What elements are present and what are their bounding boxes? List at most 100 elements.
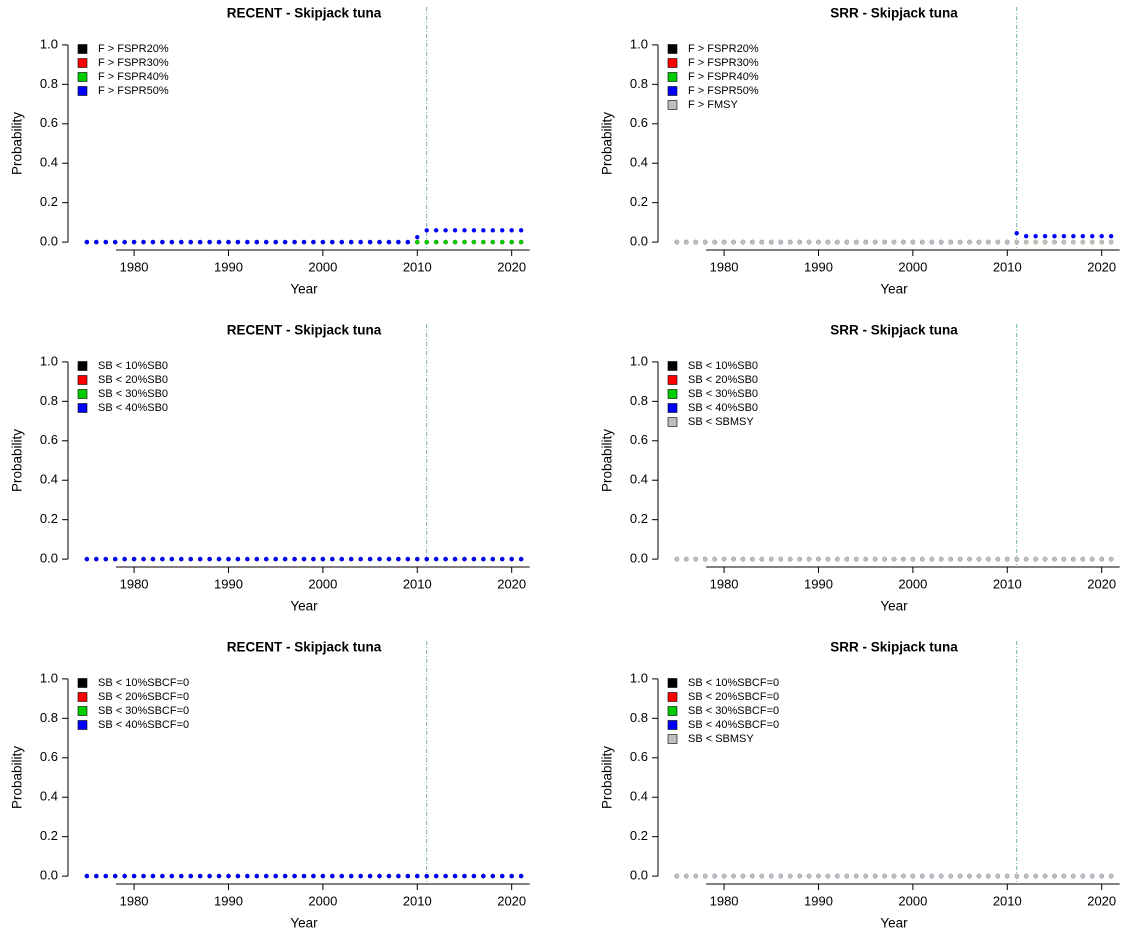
data-point xyxy=(750,873,755,879)
data-point xyxy=(901,239,906,245)
y-tick-label: 0.4 xyxy=(40,789,58,804)
y-tick-label: 0.4 xyxy=(630,155,648,170)
data-point xyxy=(311,873,316,879)
data-point xyxy=(396,556,401,562)
data-point xyxy=(188,873,193,879)
y-tick-label: 0.4 xyxy=(630,789,648,804)
data-point xyxy=(518,873,524,879)
y-tick-label: 0.6 xyxy=(40,749,58,764)
data-point xyxy=(891,873,897,879)
data-point xyxy=(901,556,906,562)
data-point xyxy=(113,556,118,562)
data-point xyxy=(957,556,963,562)
legend-swatch xyxy=(77,58,88,68)
data-point xyxy=(967,873,972,879)
data-point xyxy=(169,556,175,562)
data-point xyxy=(1099,233,1104,239)
data-point xyxy=(462,556,467,562)
legend-swatch xyxy=(77,692,88,702)
data-point xyxy=(339,873,344,879)
data-point xyxy=(1061,239,1067,245)
legend-swatch xyxy=(667,86,678,96)
data-point xyxy=(986,556,991,562)
data-point xyxy=(1099,873,1104,879)
y-axis-label: Probability xyxy=(10,112,25,175)
data-point xyxy=(122,556,127,562)
data-point xyxy=(920,556,925,562)
data-point xyxy=(1042,239,1048,245)
data-point xyxy=(750,556,755,562)
data-point xyxy=(995,873,1001,879)
data-point xyxy=(500,228,505,233)
data-point xyxy=(976,556,982,562)
data-point xyxy=(188,556,193,562)
data-point xyxy=(920,873,925,879)
data-point xyxy=(806,556,812,562)
data-point xyxy=(490,873,495,879)
legend-label: F > FSPR20% xyxy=(98,43,169,55)
data-point xyxy=(986,873,991,879)
legend-swatch xyxy=(667,100,678,110)
legend-label: SB < 10%SBCF=0 xyxy=(688,677,779,689)
data-point xyxy=(948,556,953,562)
data-point xyxy=(1052,873,1057,879)
data-point xyxy=(1108,239,1114,245)
data-point xyxy=(1005,556,1010,562)
data-point xyxy=(731,556,736,562)
data-point xyxy=(882,873,887,879)
y-tick-label: 0.0 xyxy=(630,868,648,883)
data-point xyxy=(759,873,765,879)
data-point xyxy=(245,239,250,245)
legend-label: F > FMSY xyxy=(688,99,738,111)
legend-label: SB < 20%SB0 xyxy=(98,374,168,386)
data-point xyxy=(1042,233,1048,239)
data-point xyxy=(311,556,316,562)
data-point xyxy=(197,556,203,562)
data-point xyxy=(320,239,326,245)
legend-swatch xyxy=(667,417,678,427)
data-point xyxy=(976,873,982,879)
data-point xyxy=(94,556,99,562)
legend-swatch xyxy=(77,86,88,96)
data-point xyxy=(967,556,972,562)
data-point xyxy=(94,239,99,245)
legend-label: SB < SBMSY xyxy=(688,416,754,428)
x-tick-label: 1990 xyxy=(214,893,243,908)
data-point xyxy=(976,239,982,245)
x-tick-label: 2010 xyxy=(403,576,432,591)
data-point xyxy=(778,239,783,245)
legend-label: SB < 20%SBCF=0 xyxy=(98,691,189,703)
y-tick-label: 0.0 xyxy=(40,551,58,566)
x-tick-label: 1980 xyxy=(710,893,739,908)
x-axis-label: Year xyxy=(880,916,908,931)
data-point xyxy=(750,239,755,245)
chart-title: SRR - Skipjack tuna xyxy=(830,323,958,338)
data-point xyxy=(216,556,222,562)
data-point xyxy=(311,239,316,245)
data-point xyxy=(769,239,774,245)
data-point xyxy=(901,873,906,879)
legend-label: SB < 10%SB0 xyxy=(98,360,168,372)
data-point xyxy=(160,556,165,562)
legend-swatch xyxy=(667,44,678,54)
data-point xyxy=(264,239,269,245)
legend-swatch xyxy=(77,678,88,688)
data-point xyxy=(1052,239,1057,245)
panel: RECENT - Skipjack tuna 0.0 0.2 0.4 0.6 0.8 1.0… xyxy=(10,640,530,931)
legend-swatch xyxy=(77,72,88,82)
x-tick-label: 2020 xyxy=(497,259,526,274)
data-point xyxy=(339,556,344,562)
data-point xyxy=(872,556,878,562)
data-point xyxy=(160,873,165,879)
data-point xyxy=(424,556,429,562)
x-axis-label: Year xyxy=(880,282,908,297)
x-tick-label: 2010 xyxy=(403,893,432,908)
data-point xyxy=(235,239,241,245)
data-point xyxy=(103,873,108,879)
data-point xyxy=(103,556,108,562)
data-point xyxy=(769,556,774,562)
legend-swatch xyxy=(667,58,678,68)
data-point xyxy=(693,239,698,245)
x-tick-label: 1980 xyxy=(120,576,149,591)
y-tick-label: 0.4 xyxy=(40,472,58,487)
